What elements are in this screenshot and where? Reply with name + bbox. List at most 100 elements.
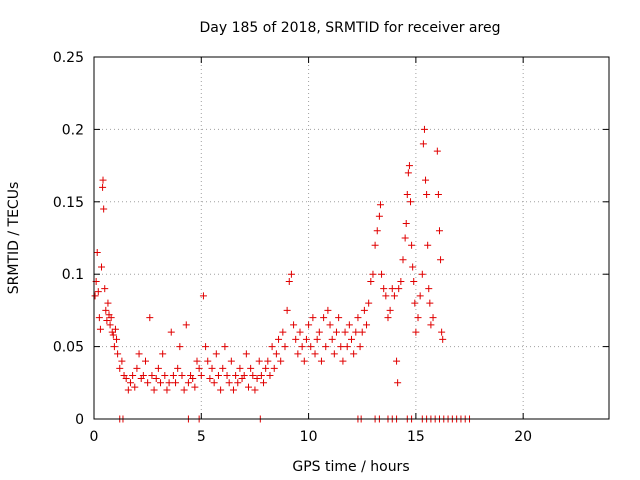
data-point [208,364,216,372]
data-point [412,328,420,336]
data-point [223,372,231,380]
data-point [99,176,107,184]
data-point [242,350,250,358]
data-point [422,176,430,184]
data-point [144,379,152,387]
y-tick-label: 0.1 [62,267,84,283]
data-point [309,314,317,322]
data-point [348,335,355,343]
data-point [296,328,304,336]
data-point [174,364,182,372]
data-point [135,350,143,358]
data-point [257,372,265,380]
data-point [403,191,411,199]
data-point [109,331,117,339]
data-point [255,357,263,365]
data-point [281,343,289,351]
data-point [350,350,358,358]
data-point [411,299,419,307]
data-point [113,335,121,343]
data-point [91,292,99,300]
data-point [410,277,418,285]
data-point [279,328,287,336]
data-point [414,314,422,322]
data-point [300,357,308,365]
data-point [326,321,334,329]
data-point [98,263,106,271]
data-point [129,372,137,380]
data-point [394,379,402,387]
data-point [373,227,381,235]
data-point [341,328,349,336]
y-tick-label: 0.15 [53,195,84,211]
data-point [103,317,111,325]
data-point [360,306,368,314]
data-point [114,350,122,358]
data-point [122,374,130,382]
data-point [214,372,222,380]
data-point [418,270,426,278]
data-point [399,256,407,264]
data-point [425,285,433,293]
data-point [102,306,110,314]
data-point [154,364,162,372]
data-point [402,220,410,228]
data-point [397,277,405,285]
data-point [438,328,446,336]
data-point [178,372,186,380]
data-point [285,277,293,285]
data-point [378,270,386,278]
data-point [277,357,285,365]
data-point [407,198,415,206]
data-point [337,343,345,351]
data-point [95,314,103,322]
data-point [236,364,244,372]
data-point [317,357,325,365]
data-point [343,343,351,351]
data-point [328,335,336,343]
data-point [94,288,102,296]
data-point [395,285,403,293]
x-tick-label: 15 [407,429,425,445]
data-point [405,162,413,170]
data-point [126,379,134,387]
data-point [96,325,104,333]
data-point [434,191,442,199]
data-point [104,299,112,307]
data-point [419,140,427,148]
data-point [345,321,353,329]
data-point [315,328,323,336]
data-point [262,364,270,372]
data-point [287,270,295,278]
data-point [210,379,218,387]
data-point [150,386,158,394]
data-point [423,191,431,199]
data-point [435,227,443,235]
data-point [152,374,160,382]
data-point [195,364,203,372]
data-point [142,357,149,365]
data-point [167,328,175,336]
data-point [189,374,197,382]
chart-title: Day 185 of 2018, SRMTID for receiver are… [200,20,501,36]
data-point [363,321,371,329]
data-point [307,343,315,351]
data-point [313,335,321,343]
data-point [320,314,328,322]
data-point [106,321,114,329]
data-point [416,292,424,300]
data-point [439,335,447,343]
axis-ticks: 0 5 10 15 20 0 0.05 0.1 0.15 0.2 0.25 [53,50,609,445]
data-point [424,241,432,249]
data-point [100,205,108,213]
x-tick-label: 20 [514,429,532,445]
data-point [390,292,398,300]
data-point [221,343,229,351]
data-point [245,383,252,391]
data-point [108,328,116,336]
data-point [376,201,384,209]
data-point [110,343,118,351]
data-point [169,372,177,380]
data-point [182,321,190,329]
